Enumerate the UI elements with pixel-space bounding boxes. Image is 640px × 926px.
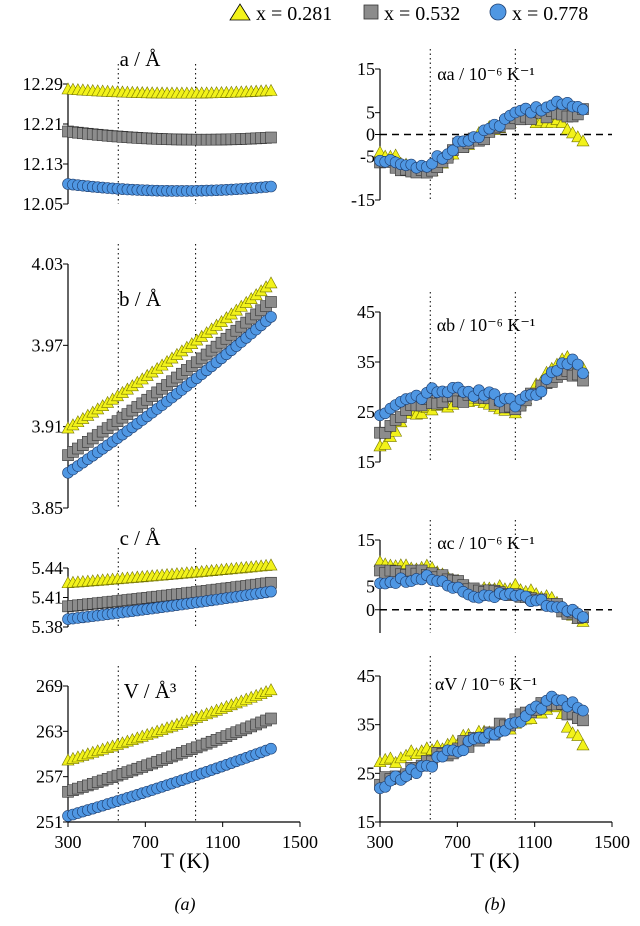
y-tick-label: 263 bbox=[36, 721, 63, 741]
panel-title: αV / 10⁻⁶ K⁻¹ bbox=[435, 674, 537, 694]
x-axis-label-b: T (K) bbox=[470, 848, 519, 873]
y-tick-label: 3.85 bbox=[32, 498, 64, 518]
y-tick-label: 5 bbox=[366, 103, 375, 123]
y-tick-label: 35 bbox=[357, 715, 375, 735]
panel-V: 300 700 1100 1500 251 257 263 269 V / Å³ bbox=[36, 666, 318, 852]
y-tick-label: 257 bbox=[36, 767, 63, 787]
data-point bbox=[447, 144, 459, 157]
y-tick-label: -15 bbox=[351, 190, 375, 210]
data-point bbox=[264, 83, 278, 96]
y-tick-label: 45 bbox=[357, 666, 375, 686]
data-point bbox=[577, 103, 589, 116]
data-point bbox=[265, 585, 277, 598]
panel-title: V / Å³ bbox=[124, 679, 177, 703]
x-axis-label-a: T (K) bbox=[160, 848, 209, 873]
data-point bbox=[535, 385, 548, 398]
y-tick-label: 5.41 bbox=[32, 588, 64, 608]
y-tick-label: 15 bbox=[357, 452, 375, 472]
panel-c: 5.38 5.41 5.44 c / Å bbox=[32, 526, 278, 637]
legend-marker-square bbox=[363, 4, 379, 20]
data-point bbox=[265, 742, 277, 755]
y-tick-label: 12.13 bbox=[23, 154, 64, 174]
y-tick-label: 12.05 bbox=[23, 194, 64, 214]
y-tick-label: 12.21 bbox=[23, 114, 64, 134]
x-tick-label: 300 bbox=[367, 832, 394, 852]
data-point bbox=[265, 180, 277, 193]
data-point bbox=[535, 703, 548, 715]
data-point bbox=[265, 311, 277, 323]
panel-ab: 15 25 35 45 αb / 10⁻⁶ K⁻¹ bbox=[357, 292, 590, 472]
data-point bbox=[457, 744, 470, 757]
data-point bbox=[571, 358, 584, 371]
panel-aV: 300 700 1100 1500 15 25 35 45 αV / 10⁻⁶ K⁻¹ bbox=[357, 656, 630, 852]
caption-a: (a) bbox=[175, 894, 196, 915]
data-point bbox=[265, 296, 277, 308]
legend-label-1: x = 0.532 bbox=[384, 3, 460, 25]
data-point bbox=[577, 714, 589, 727]
x-tick-label: 1500 bbox=[282, 832, 318, 852]
y-tick-label: 15 bbox=[357, 530, 375, 550]
x-tick-label: 300 bbox=[55, 832, 82, 852]
caption-b: (b) bbox=[485, 894, 506, 915]
y-tick-label: 45 bbox=[357, 302, 375, 322]
panel-ac: 0 5 15 αc / 10⁻⁶ K⁻¹ bbox=[357, 520, 612, 633]
data-point bbox=[265, 131, 277, 144]
y-tick-label: 5 bbox=[366, 577, 375, 597]
data-point bbox=[571, 728, 585, 741]
x-tick-label: 1500 bbox=[594, 832, 630, 852]
data-point bbox=[577, 704, 589, 717]
legend-label-0: x = 0.281 bbox=[256, 3, 332, 25]
y-tick-label: 5.38 bbox=[32, 617, 64, 637]
panel-title: a / Å bbox=[120, 47, 162, 71]
y-tick-label: 25 bbox=[357, 402, 375, 422]
legend-marker-triangle bbox=[229, 3, 251, 21]
data-point bbox=[264, 558, 278, 571]
data-point bbox=[264, 276, 278, 289]
y-tick-label: 0 bbox=[366, 600, 375, 620]
panel-title: αb / 10⁻⁶ K⁻¹ bbox=[437, 315, 536, 335]
y-tick-label: 15 bbox=[357, 812, 375, 832]
y-tick-label: 3.91 bbox=[32, 417, 64, 437]
x-tick-label: 700 bbox=[132, 832, 159, 852]
legend: x = 0.281 x = 0.532 x = 0.778 bbox=[229, 3, 588, 25]
data-point bbox=[577, 611, 589, 623]
data-point bbox=[426, 760, 438, 773]
panel-a: 12.05 12.13 12.21 12.29 a / Å bbox=[23, 47, 278, 214]
y-tick-label: 269 bbox=[36, 676, 63, 696]
panel-aa: -15 -505 15 αa / 10⁻⁶ K⁻¹ bbox=[351, 49, 612, 210]
y-tick-label: 5.44 bbox=[32, 558, 64, 578]
x-tick-label: 1100 bbox=[205, 832, 240, 852]
y-tick-label: 12.29 bbox=[23, 74, 64, 94]
legend-label-2: x = 0.778 bbox=[512, 3, 588, 25]
y-tick-label: 251 bbox=[36, 812, 63, 832]
data-point bbox=[576, 738, 590, 751]
y-tick-label: 35 bbox=[357, 352, 375, 372]
y-tick-label: 0 bbox=[366, 125, 375, 145]
panel-b: 3.85 3.91 3.97 4.03 b / Å bbox=[32, 244, 278, 518]
data-point bbox=[378, 437, 392, 450]
panel-title: αa / 10⁻⁶ K⁻¹ bbox=[437, 64, 535, 84]
y-tick-label: 25 bbox=[357, 763, 375, 783]
data-point bbox=[264, 683, 278, 696]
data-point bbox=[560, 720, 574, 733]
y-tick-label: 3.97 bbox=[32, 335, 64, 355]
legend-marker-circle bbox=[489, 3, 507, 21]
panel-title: c / Å bbox=[120, 526, 162, 550]
y-tick-label: -5 bbox=[360, 146, 375, 166]
data-point bbox=[265, 712, 277, 725]
x-tick-label: 700 bbox=[444, 832, 471, 852]
panel-title: αc / 10⁻⁶ K⁻¹ bbox=[437, 533, 535, 553]
x-tick-label: 1100 bbox=[517, 832, 552, 852]
data-point bbox=[577, 367, 589, 380]
y-tick-label: 15 bbox=[357, 59, 375, 79]
data-point bbox=[576, 134, 590, 147]
panel-title: b / Å bbox=[119, 287, 162, 311]
y-tick-label: 4.03 bbox=[32, 254, 64, 274]
